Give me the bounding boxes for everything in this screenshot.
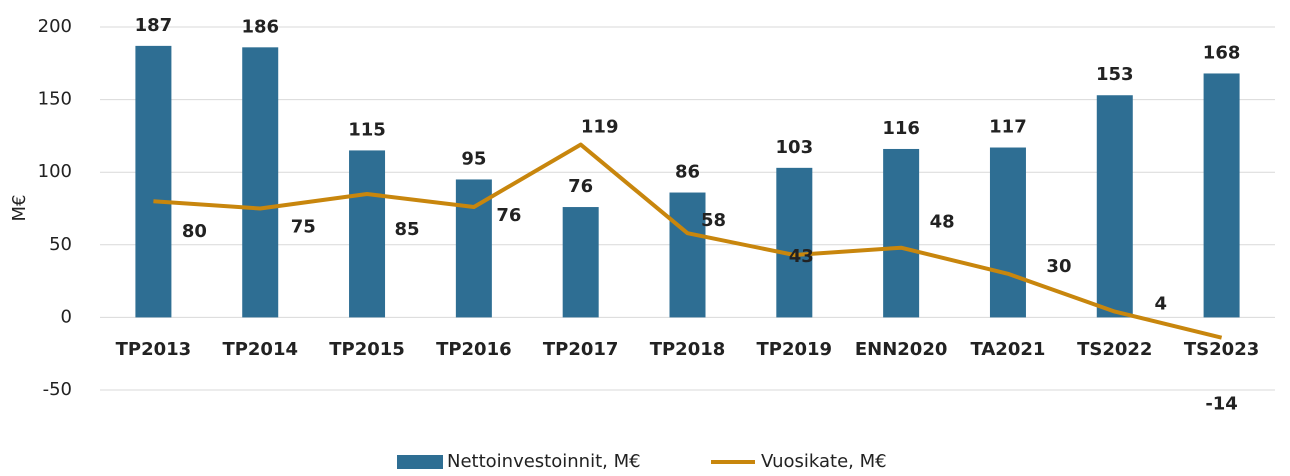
line-value-label: 4 bbox=[1155, 294, 1168, 315]
bar bbox=[669, 192, 706, 318]
bar bbox=[349, 150, 386, 318]
bar-value-label: 76 bbox=[568, 176, 593, 197]
x-tick-label: TP2018 bbox=[650, 339, 726, 360]
bar-value-label: 153 bbox=[1096, 64, 1134, 85]
bar bbox=[1096, 95, 1133, 318]
bar-value-label: 186 bbox=[241, 16, 279, 37]
bar-value-label: 95 bbox=[461, 148, 486, 169]
bar bbox=[135, 45, 172, 318]
x-tick-label: TS2022 bbox=[1077, 339, 1152, 360]
line bbox=[153, 142, 1223, 340]
bar-value-label: 116 bbox=[882, 118, 920, 139]
bar-value-label: 115 bbox=[348, 119, 386, 140]
x-tick-label: TP2019 bbox=[757, 339, 833, 360]
line-value-label: 43 bbox=[789, 246, 814, 267]
line-value-label: 48 bbox=[930, 212, 955, 233]
x-tick-label: TP2016 bbox=[436, 339, 512, 360]
x-tick-label: ENN2020 bbox=[855, 339, 948, 360]
x-tick-label: TA2021 bbox=[970, 339, 1045, 360]
line-value-label: 119 bbox=[581, 117, 619, 138]
y-tick-label: 50 bbox=[49, 234, 72, 255]
bar bbox=[1203, 73, 1240, 318]
bar bbox=[989, 147, 1026, 318]
bar-value-label: 117 bbox=[989, 117, 1027, 138]
bar-value-label: 187 bbox=[135, 15, 173, 36]
x-tick-label: TP2015 bbox=[329, 339, 405, 360]
line-value-label: -14 bbox=[1205, 394, 1238, 415]
x-tick-label: TP2017 bbox=[543, 339, 619, 360]
line-value-label: 76 bbox=[496, 205, 521, 226]
x-tick-label: TP2013 bbox=[116, 339, 192, 360]
bar bbox=[776, 167, 813, 318]
y-tick-label: 150 bbox=[38, 89, 72, 110]
x-tick-label: TP2014 bbox=[222, 339, 298, 360]
line-value-label: 75 bbox=[291, 217, 316, 238]
y-tick-label: 0 bbox=[61, 306, 72, 327]
bar-value-label: 168 bbox=[1203, 42, 1241, 63]
bar bbox=[883, 148, 920, 318]
bar bbox=[455, 179, 492, 318]
line-value-label: 30 bbox=[1046, 256, 1071, 277]
bar-value-label: 86 bbox=[675, 162, 700, 183]
bar bbox=[242, 47, 279, 318]
y-tick-label: 200 bbox=[38, 16, 72, 37]
legend-label: Vuosikate, M€ bbox=[761, 451, 887, 472]
line-value-label: 58 bbox=[701, 210, 726, 231]
bar bbox=[562, 207, 599, 318]
line-value-label: 80 bbox=[182, 221, 207, 242]
legend-label: Nettoinvestoinnit, M€ bbox=[447, 451, 641, 472]
y-axis-label: M€ bbox=[9, 195, 30, 222]
legend-swatch bbox=[397, 455, 443, 469]
y-tick-label: 100 bbox=[38, 161, 72, 182]
y-tick-label: -50 bbox=[43, 379, 72, 400]
x-tick-label: TS2023 bbox=[1184, 339, 1259, 360]
line-value-label: 85 bbox=[395, 219, 420, 240]
bar-value-label: 103 bbox=[776, 137, 814, 158]
